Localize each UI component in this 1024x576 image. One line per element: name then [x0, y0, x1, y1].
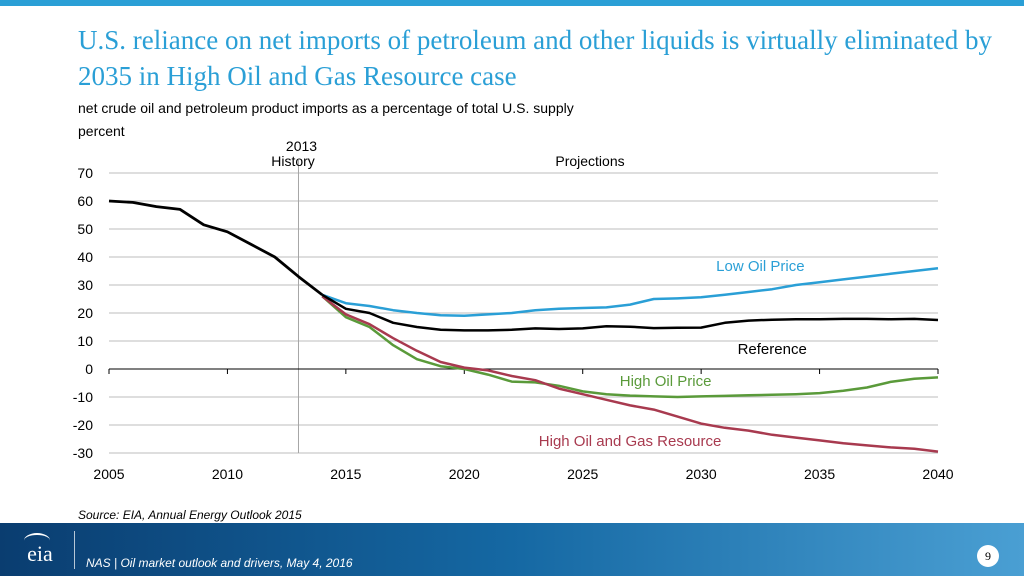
x-tick-label: 2020	[449, 466, 480, 482]
axis-layer	[108, 368, 939, 374]
footer-divider	[74, 531, 75, 569]
page-number: 9	[977, 545, 999, 567]
projections-label: Projections	[555, 153, 624, 169]
series-label-low-oil-price: Low Oil Price	[716, 258, 804, 275]
x-tick-label: 2015	[330, 466, 361, 482]
series-line-reference	[321, 293, 939, 332]
y-tick-label: 10	[77, 333, 93, 349]
series-line-low-oil-price	[321, 266, 939, 318]
footer-text: NAS | Oil market outlook and drivers, Ma…	[86, 556, 353, 570]
series-line-high-oil-and-gas-resource	[321, 295, 939, 453]
y-tick-label: -20	[73, 417, 93, 433]
y-tick-label: 70	[77, 165, 93, 181]
series-label-high-oil-and-gas-resource: High Oil and Gas Resource	[539, 433, 722, 450]
x-tick-label: 2010	[212, 466, 243, 482]
top-accent-bar	[0, 0, 1024, 6]
y-tick-label: 20	[77, 305, 93, 321]
eia-logo: eia	[22, 533, 58, 569]
history-label: History	[271, 153, 315, 169]
y-tick-label: 50	[77, 221, 93, 237]
footer-bar	[0, 523, 1024, 576]
grid-layer	[109, 160, 938, 454]
series-line-high-oil-price	[321, 295, 939, 399]
slide-title: U.S. reliance on net imports of petroleu…	[78, 25, 993, 91]
series-label-high-oil-price: High Oil Price	[620, 373, 712, 390]
logo-text: eia	[27, 541, 53, 566]
series-label-reference: Reference	[738, 341, 807, 358]
y-tick-label: 40	[77, 249, 93, 265]
x-tick-label: 2025	[567, 466, 598, 482]
x-tick-label: 2040	[922, 466, 953, 482]
logo-arc-icon	[24, 533, 50, 548]
y-tick-label: 30	[77, 277, 93, 293]
y-tick-label: 60	[77, 193, 93, 209]
unit-label: percent	[78, 123, 125, 139]
y-tick-label: -30	[73, 445, 93, 461]
x-tick-label: 2035	[804, 466, 835, 482]
y-tick-label: -10	[73, 389, 93, 405]
series-line-history	[108, 199, 324, 296]
y-tick-label: 0	[85, 361, 93, 377]
series-layer	[108, 199, 939, 453]
divider-year-label: 2013	[286, 138, 317, 154]
x-tick-label: 2030	[686, 466, 717, 482]
chart-subtitle: net crude oil and petroleum product impo…	[78, 100, 574, 116]
x-tick-label: 2005	[93, 466, 124, 482]
source-note: Source: EIA, Annual Energy Outlook 2015	[78, 508, 302, 522]
